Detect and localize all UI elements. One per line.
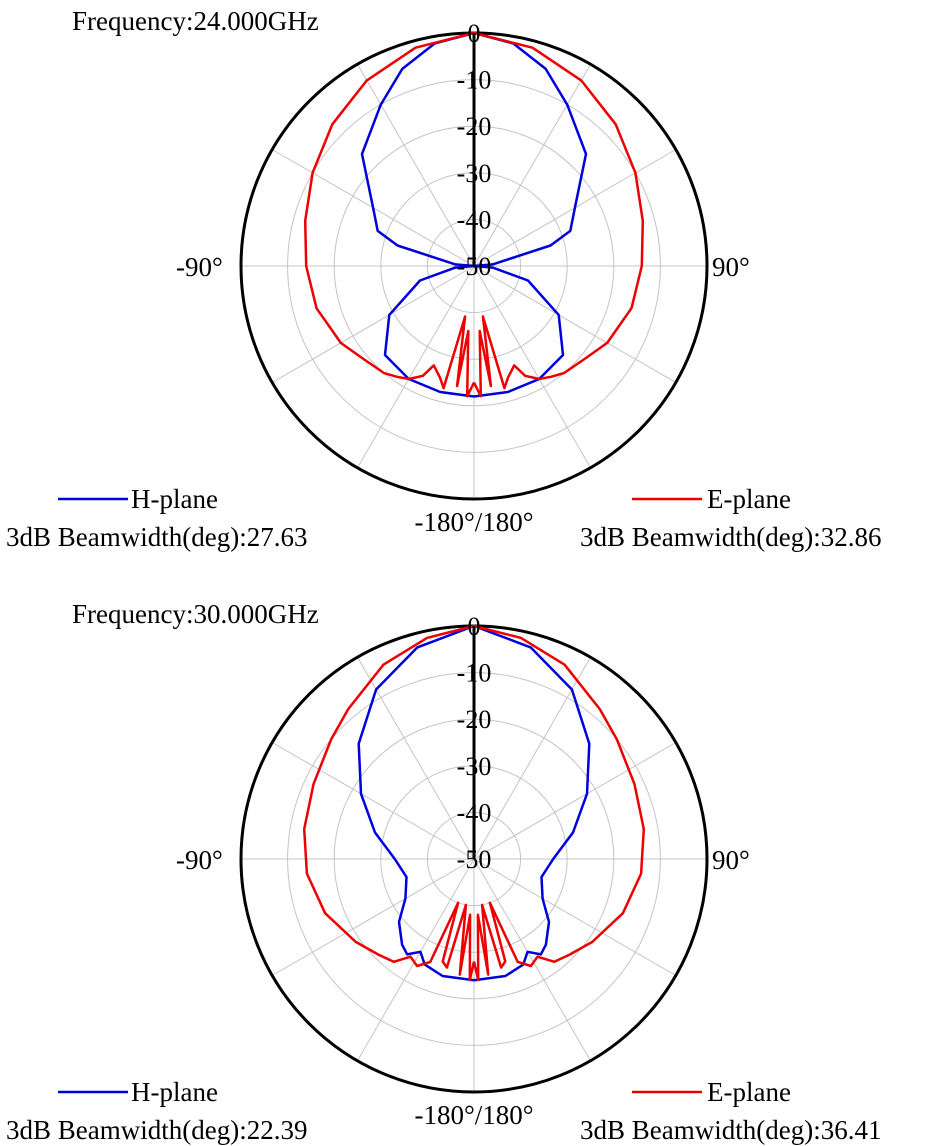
grid-spoke <box>357 265 475 469</box>
radial-tick-label: -30 <box>457 752 492 781</box>
grid-spoke <box>357 858 475 1062</box>
radial-tick-label: -20 <box>457 705 492 734</box>
legend-label-e-plane: E-plane <box>707 484 791 514</box>
grid-spoke <box>473 265 591 469</box>
radial-tick-label: -50 <box>457 252 492 281</box>
chart-title: Frequency:30.000GHz <box>72 599 319 629</box>
angle-label-bottom: -180°/180° <box>414 507 533 537</box>
radial-tick-labels: 0 -10 -20 -30 -40 -50 <box>457 612 492 874</box>
polar-grid <box>241 33 707 499</box>
grid-spoke <box>473 656 591 860</box>
radial-tick-label: 0 <box>468 19 481 48</box>
beamwidth-e-plane: 3dB Beamwidth(deg):36.41 <box>580 1115 881 1145</box>
legend-label-e-plane: E-plane <box>707 1077 791 1107</box>
grid-spoke <box>271 858 475 976</box>
angle-label-left: -90° <box>176 252 223 282</box>
grid-spoke <box>473 63 591 267</box>
radial-tick-label: -40 <box>457 798 492 827</box>
beamwidth-e-plane: 3dB Beamwidth(deg):32.86 <box>580 522 881 552</box>
radial-tick-label: -40 <box>457 205 492 234</box>
radial-tick-label: -30 <box>457 159 492 188</box>
legend-label-h-plane: H-plane <box>131 1077 218 1107</box>
beamwidth-h-plane: 3dB Beamwidth(deg):22.39 <box>6 1115 307 1145</box>
radial-tick-label: -50 <box>457 845 492 874</box>
legend-label-h-plane: H-plane <box>131 484 218 514</box>
radial-tick-label: -10 <box>457 66 492 95</box>
radial-tick-label: 0 <box>468 612 481 641</box>
angle-label-left: -90° <box>176 845 223 875</box>
angle-label-bottom: -180°/180° <box>414 1100 533 1130</box>
grid-spoke <box>271 742 475 860</box>
polar-chart-30ghz: 0 -10 -20 -30 -40 -50 Frequency:30.000GHz -90… <box>6 599 881 1145</box>
beamwidth-h-plane: 3dB Beamwidth(deg):27.63 <box>6 522 307 552</box>
radial-tick-labels: 0 -10 -20 -30 -40 -50 <box>457 19 492 281</box>
chart-title: Frequency:24.000GHz <box>72 6 319 36</box>
grid-spoke <box>473 858 591 1062</box>
grid-spoke <box>271 265 475 383</box>
radial-tick-label: -20 <box>457 112 492 141</box>
radial-tick-label: -10 <box>457 659 492 688</box>
polar-chart-24ghz: 0 -10 -20 -30 -40 -50 Frequency:24.000GHz -90… <box>6 6 881 552</box>
grid-spoke <box>473 742 677 860</box>
grid-spoke <box>473 858 677 976</box>
grid-spoke <box>473 265 677 383</box>
angle-label-right: 90° <box>712 252 750 282</box>
grid-spoke <box>357 63 475 267</box>
angle-label-right: 90° <box>712 845 750 875</box>
